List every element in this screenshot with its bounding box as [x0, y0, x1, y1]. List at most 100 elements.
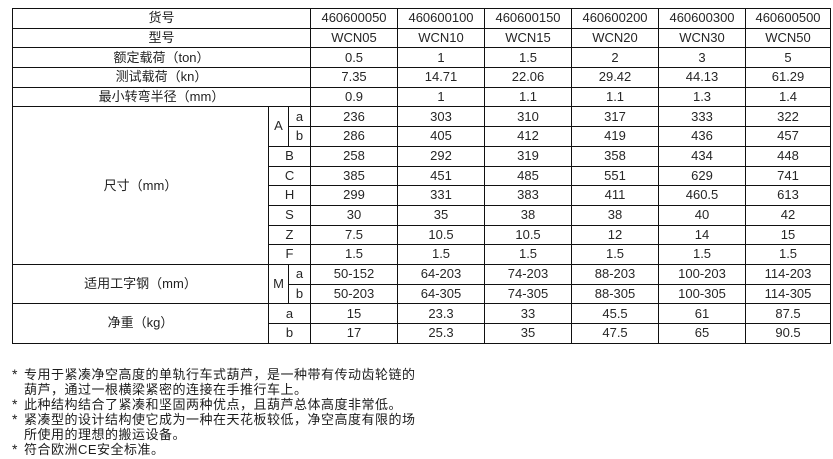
- row-label-min-turn-radius: 最小转弯半径（mm）: [11, 86, 312, 108]
- cell-dim-A-b: 412: [484, 126, 573, 147]
- dim-sub-b: b: [287, 126, 312, 147]
- cell-test-load: 14.71: [397, 67, 486, 88]
- footnote-item: * 此种结构结合了紧凑和坚固两种优点，且葫芦总体高度非常低。: [10, 397, 420, 413]
- cell-dim-A-a: 322: [745, 106, 832, 128]
- cell-dim-A-a: 236: [310, 106, 399, 128]
- cell-dim-C: 385: [310, 165, 399, 187]
- cell-model: WCN30: [658, 27, 747, 49]
- beam-sub-a: a: [287, 263, 312, 285]
- cell-min-turn-radius: 1.3: [658, 86, 747, 108]
- cell-beam-a: 74-203: [484, 263, 573, 285]
- cell-weight-b: 47.5: [571, 323, 660, 344]
- cell-min-turn-radius: 1.1: [571, 86, 660, 108]
- beam-sub-b: b: [287, 283, 312, 305]
- cell-test-load: 29.42: [571, 67, 660, 88]
- cell-beam-b: 64-305: [397, 283, 486, 305]
- footnotes: * 专用于紧凑净空高度的单轨行车式葫芦，是一种带有传动齿轮链的葫芦，通过一根横梁…: [10, 366, 420, 458]
- cell-dim-H: 383: [484, 185, 573, 206]
- table-row-dim-F: F 1.5 1.5 1.5 1.5 1.5 1.5: [13, 244, 832, 265]
- table-row-rated-load: 额定载荷（ton） 0.5 1 1.5 2 3 5: [11, 47, 832, 69]
- cell-weight-a: 15: [310, 303, 399, 324]
- cell-weight-b: 25.3: [397, 323, 486, 344]
- cell-beam-b: 100-305: [658, 283, 747, 305]
- footnote-marker: *: [12, 411, 18, 427]
- cell-dim-H: 613: [745, 185, 832, 206]
- cell-dim-H: 299: [310, 185, 399, 206]
- row-label-rated-load: 额定载荷（ton）: [11, 47, 312, 69]
- footnote-marker: *: [12, 366, 18, 382]
- dim-letter-B: B: [267, 145, 312, 167]
- cell-weight-b: 17: [310, 323, 399, 344]
- cell-dim-A-b: 457: [745, 126, 832, 147]
- row-label-test-load: 测试载荷（kn）: [11, 67, 312, 88]
- cell-beam-a: 114-203: [745, 263, 832, 285]
- cell-rated-load: 0.5: [310, 47, 399, 69]
- cell-weight-a: 61: [658, 303, 747, 324]
- cell-dim-B: 292: [397, 145, 486, 167]
- cell-model: WCN50: [745, 27, 832, 49]
- cell-rated-load: 3: [658, 47, 747, 69]
- footnote-item: * 紧凑型的设计结构使它成为一种在天花板较低，净空高度有限的场所使用的理想的搬运…: [10, 411, 420, 443]
- table-row-test-load: 测试载荷（kn） 7.35 14.71 22.06 29.42 44.13 61…: [11, 67, 832, 88]
- cell-dim-A-a: 317: [571, 106, 660, 128]
- cell-dim-A-b: 419: [571, 126, 660, 147]
- cell-weight-b: 90.5: [745, 323, 832, 344]
- cell-item-number: 460600500: [745, 8, 832, 29]
- dim-letter-C: C: [267, 165, 312, 187]
- cell-beam-b: 114-305: [745, 283, 832, 305]
- cell-weight-a: 23.3: [397, 303, 486, 324]
- footnote-item: * 符合欧洲CE安全标准。: [10, 441, 420, 458]
- row-label-model: 型号: [11, 27, 312, 49]
- cell-dim-F: 1.5: [658, 244, 747, 265]
- cell-test-load: 7.35: [310, 67, 399, 88]
- dim-letter-S: S: [267, 204, 312, 226]
- cell-dim-B: 358: [571, 145, 660, 167]
- cell-min-turn-radius: 1: [397, 86, 486, 108]
- cell-dim-S: 40: [658, 204, 747, 226]
- footnote-text: 此种结构结合了紧凑和坚固两种优点，且葫芦总体高度非常低。: [24, 397, 403, 412]
- cell-weight-b: 65: [658, 323, 747, 344]
- cell-beam-b: 88-305: [571, 283, 660, 305]
- cell-rated-load: 1: [397, 47, 486, 69]
- weight-sub-b: b: [267, 323, 312, 344]
- cell-dim-F: 1.5: [310, 244, 399, 265]
- table-row-dim-H: H 299 331 383 411 460.5 613: [13, 185, 832, 206]
- cell-min-turn-radius: 1.1: [484, 86, 573, 108]
- cell-dim-S: 30: [310, 204, 399, 226]
- cell-rated-load: 5: [745, 47, 832, 69]
- cell-dim-C: 629: [658, 165, 747, 187]
- cell-dim-F: 1.5: [571, 244, 660, 265]
- cell-dim-A-b: 405: [397, 126, 486, 147]
- cell-item-number: 460600100: [397, 8, 486, 29]
- cell-dim-C: 451: [397, 165, 486, 187]
- table-row-model: 型号 WCN05 WCN10 WCN15 WCN20 WCN30 WCN50: [11, 27, 832, 49]
- cell-weight-a: 45.5: [571, 303, 660, 324]
- dim-sub-a: a: [287, 106, 312, 128]
- cell-dim-Z: 10.5: [397, 224, 486, 246]
- cell-dim-S: 38: [571, 204, 660, 226]
- cell-item-number: 460600200: [571, 8, 660, 29]
- cell-weight-a: 87.5: [745, 303, 832, 324]
- cell-beam-a: 100-203: [658, 263, 747, 285]
- table-row-dim-Z: Z 7.5 10.5 10.5 12 14 15: [13, 224, 832, 246]
- footnote-item: * 专用于紧凑净空高度的单轨行车式葫芦，是一种带有传动齿轮链的葫芦，通过一根横梁…: [10, 366, 420, 398]
- dim-letter-H: H: [267, 185, 312, 206]
- table-row-beam-a: 适用工字钢（mm） M a 50-152 64-203 74-203 88-20…: [12, 263, 832, 305]
- cell-dim-Z: 12: [571, 224, 660, 246]
- row-label-dimensions: 尺寸（mm）: [12, 106, 269, 265]
- table-row-item-number: 货号 460600050 460600100 460600150 4606002…: [11, 8, 832, 29]
- cell-beam-b: 50-203: [310, 283, 399, 305]
- cell-min-turn-radius: 0.9: [310, 86, 399, 108]
- cell-dim-S: 38: [484, 204, 573, 226]
- cell-test-load: 22.06: [484, 67, 573, 88]
- cell-dim-S: 35: [397, 204, 486, 226]
- cell-dim-C: 551: [571, 165, 660, 187]
- table-row-weight-b: b 17 25.3 35 47.5 65 90.5: [13, 323, 832, 344]
- cell-dim-B: 319: [484, 145, 573, 167]
- cell-weight-a: 33: [484, 303, 573, 324]
- footnote-marker: *: [12, 441, 18, 457]
- cell-test-load: 61.29: [745, 67, 832, 88]
- cell-dim-A-b: 436: [658, 126, 747, 147]
- cell-test-load: 44.13: [658, 67, 747, 88]
